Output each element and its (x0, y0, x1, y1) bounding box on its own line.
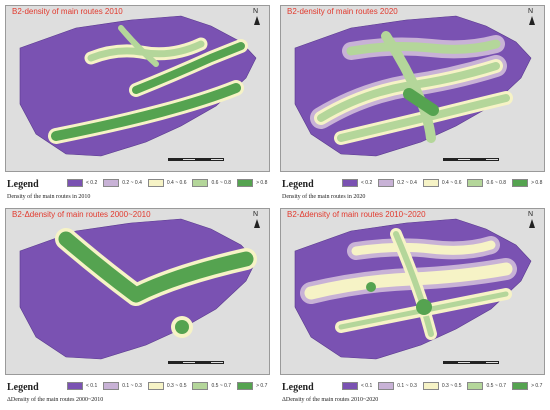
map-title: B2-Δdensity of main routes 2000~2010 (12, 210, 151, 219)
legend-item: 0.1 ~ 0.3 (378, 382, 417, 390)
legend-item: 0.4 ~ 0.6 (422, 179, 461, 187)
legend-title: Legend (7, 382, 39, 393)
density-map (294, 15, 532, 157)
legend-item: 0.2 ~ 0.4 (103, 179, 142, 187)
legend-item: 0.3 ~ 0.5 (147, 382, 186, 390)
legend-item: 0.6 ~ 0.8 (467, 179, 506, 187)
legend-subtitle: ΔDensity of the main routes 2010~2020 (282, 397, 379, 403)
scale-bar (443, 361, 499, 365)
legend-item: < 0.2 (67, 179, 97, 187)
north-arrow-icon: N (526, 211, 538, 229)
legend-title: Legend (282, 179, 314, 190)
legend: Legend < 0.2 0.2 ~ 0.4 0.4 ~ 0.6 0.6 ~ 0… (5, 175, 270, 203)
map-frame: B2-Δdensity of main routes 2000~2010 N (5, 208, 270, 375)
legend-item: 0.4 ~ 0.6 (147, 179, 186, 187)
legend-title: Legend (282, 382, 314, 393)
legend-item: 0.1 ~ 0.3 (103, 382, 142, 390)
legend: Legend < 0.1 0.1 ~ 0.3 0.3 ~ 0.5 0.5 ~ 0… (280, 378, 545, 406)
density-map (19, 15, 257, 157)
legend-item: > 0.8 (512, 179, 542, 187)
map-title: B2-density of main routes 2020 (287, 7, 398, 16)
scale-bar (443, 158, 499, 162)
legend-subtitle: Density of the main routes in 2010 (7, 194, 91, 200)
map-title: B2-density of main routes 2010 (12, 7, 123, 16)
map-frame: B2-Δdensity of main routes 2010~2020 N (280, 208, 545, 375)
north-arrow-icon: N (251, 8, 263, 26)
legend-item: 0.2 ~ 0.4 (378, 179, 417, 187)
legend-item: < 0.1 (67, 382, 97, 390)
map-panel-delta-2010-2020: B2-Δdensity of main routes 2010~2020 N L… (280, 208, 545, 408)
legend-item: > 0.8 (237, 179, 267, 187)
density-map (294, 218, 532, 360)
legend: Legend < 0.2 0.2 ~ 0.4 0.4 ~ 0.6 0.6 ~ 0… (280, 175, 545, 203)
legend: Legend < 0.1 0.1 ~ 0.3 0.3 ~ 0.5 0.5 ~ 0… (5, 378, 270, 406)
legend-item: 0.6 ~ 0.8 (192, 179, 231, 187)
map-frame: B2-density of main routes 2020 N (280, 5, 545, 172)
legend-subtitle: Density of the main routes in 2020 (282, 194, 366, 200)
scale-bar (168, 158, 224, 162)
map-panel-2020: B2-density of main routes 2020 N Legend … (280, 5, 545, 205)
legend-title: Legend (7, 179, 39, 190)
map-panel-delta-2000-2010: B2-Δdensity of main routes 2000~2010 N L… (5, 208, 270, 408)
scale-bar (168, 361, 224, 365)
density-map (19, 218, 257, 360)
map-title: B2-Δdensity of main routes 2010~2020 (287, 210, 426, 219)
legend-item: > 0.7 (237, 382, 267, 390)
legend-item: < 0.1 (342, 382, 372, 390)
legend-item: 0.5 ~ 0.7 (192, 382, 231, 390)
legend-item: < 0.2 (342, 179, 372, 187)
legend-item: > 0.7 (512, 382, 542, 390)
north-arrow-icon: N (526, 8, 538, 26)
legend-item: 0.3 ~ 0.5 (422, 382, 461, 390)
map-panel-2010: B2-density of main routes 2010 N Legend … (5, 5, 270, 205)
legend-subtitle: ΔDensity of the main routes 2000~2010 (7, 397, 104, 403)
north-arrow-icon: N (251, 211, 263, 229)
map-frame: B2-density of main routes 2010 N (5, 5, 270, 172)
legend-item: 0.5 ~ 0.7 (467, 382, 506, 390)
